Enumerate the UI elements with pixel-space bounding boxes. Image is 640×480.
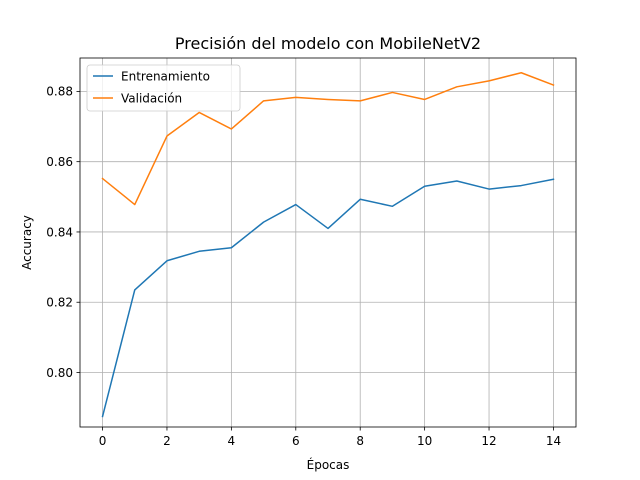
legend: Entrenamiento Validación: [86, 64, 241, 112]
chart-title: Precisión del modelo con MobileNetV2: [175, 34, 481, 53]
y-tick-label: 0.88: [46, 85, 73, 99]
x-tick-label: 8: [356, 434, 364, 448]
legend-entries: Entrenamiento Validación: [93, 69, 210, 105]
x-axis-label: Épocas: [307, 457, 350, 472]
series-line-validation: [101, 72, 555, 206]
y-tick-label: 0.80: [46, 366, 73, 380]
x-tick-label: 0: [99, 434, 107, 448]
y-axis-ticks: 0.80 0.82 0.84 0.86 0.88: [46, 85, 80, 380]
y-tick-label: 0.86: [46, 155, 73, 169]
y-axis-label: Accuracy: [20, 215, 34, 270]
x-tick-label: 2: [163, 434, 171, 448]
y-tick-label: 0.84: [46, 225, 73, 239]
legend-label-training: Entrenamiento: [121, 69, 210, 83]
x-axis-ticks: 0 2 4 6 8 10 12 14: [99, 427, 561, 448]
legend-label-validation: Validación: [121, 91, 182, 105]
x-tick-label: 12: [481, 434, 496, 448]
plot-frame: [79, 57, 577, 428]
grid: [80, 58, 576, 427]
series-line-training: [101, 178, 555, 418]
x-tick-label: 10: [417, 434, 432, 448]
x-tick-label: 14: [546, 434, 561, 448]
x-tick-label: 6: [292, 434, 300, 448]
y-tick-label: 0.82: [46, 296, 73, 310]
legend-frame: [86, 64, 241, 112]
series-lines: [101, 72, 555, 418]
x-tick-label: 4: [228, 434, 236, 448]
